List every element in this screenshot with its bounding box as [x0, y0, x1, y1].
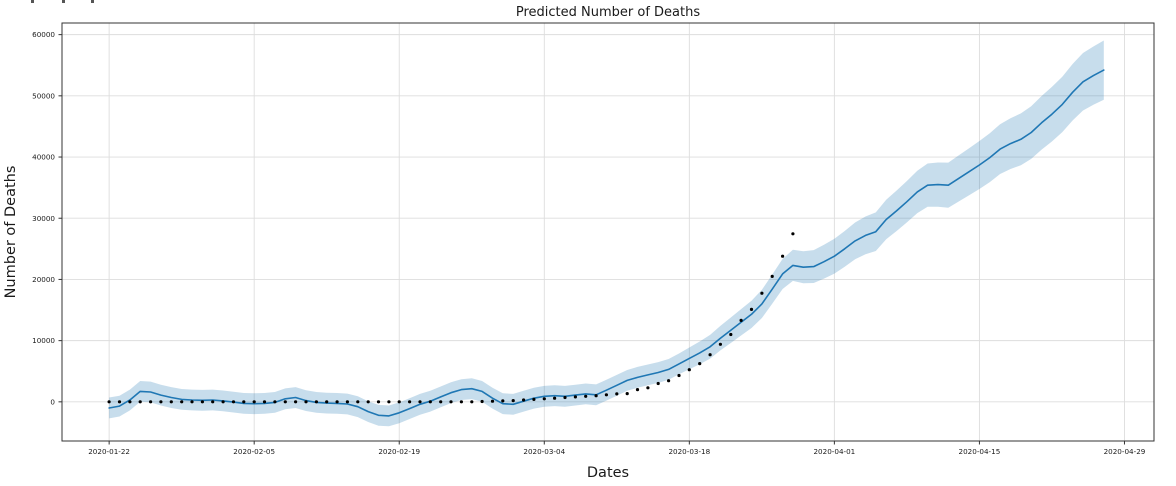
grid-layer [62, 23, 1154, 441]
x-tick-label: 2020-02-05 [233, 447, 275, 456]
top-edge-glyph-fragment [91, 0, 94, 3]
x-axis-label: Dates [587, 465, 629, 481]
top-edge-glyph-fragment [31, 0, 34, 3]
actual-scatter [107, 232, 795, 404]
chart-title: Predicted Number of Deaths [516, 5, 700, 20]
axes-layer: 2020-01-22 2020-02-05 2020-02-19 2020-03-04… [32, 22, 1155, 456]
predicted-line [108, 69, 1105, 417]
y-tick-label: 60000 [32, 30, 55, 39]
x-tick-label: 2020-02-19 [378, 447, 420, 456]
x-tick-label: 2020-01-22 [88, 447, 130, 456]
y-tick-label: 10000 [32, 336, 55, 345]
y-axis-label: Number of Deaths [3, 166, 19, 299]
x-tick-label: 2020-04-29 [1104, 447, 1146, 456]
confidence-band [109, 40, 1104, 427]
y-tick-label: 40000 [32, 153, 55, 162]
x-tick-label: 2020-03-18 [668, 447, 710, 456]
y-tick-label: 20000 [32, 275, 55, 284]
y-tick-label: 50000 [32, 91, 55, 100]
x-tick-label: 2020-04-15 [959, 447, 1001, 456]
y-tick-label: 30000 [32, 214, 55, 223]
x-tick-label: 2020-03-04 [523, 447, 565, 456]
x-tick-label: 2020-04-01 [813, 447, 855, 456]
y-tick-label: 0 [50, 397, 55, 406]
top-edge-glyph-fragment [62, 0, 65, 3]
